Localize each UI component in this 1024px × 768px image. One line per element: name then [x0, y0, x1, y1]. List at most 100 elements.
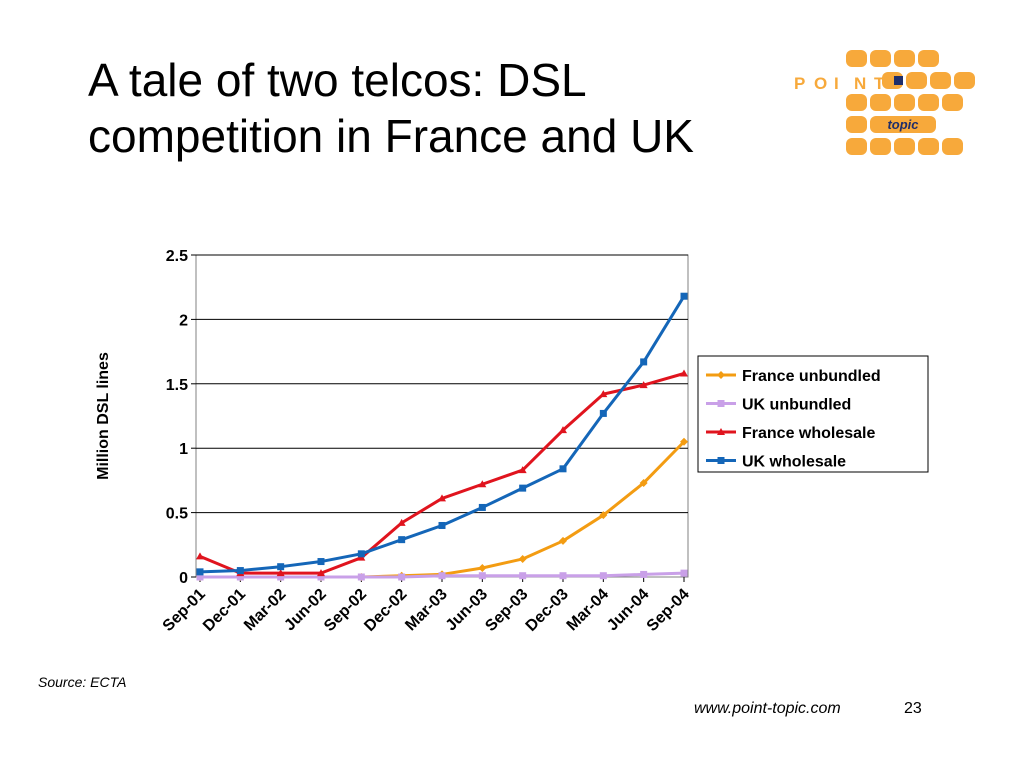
legend-marker: [717, 457, 725, 464]
data-point: [559, 465, 567, 473]
logo-tile: [918, 50, 939, 67]
data-point: [640, 358, 648, 366]
data-point: [276, 569, 285, 577]
x-tick-label: Dec-02: [361, 586, 410, 635]
logo-tile: [846, 50, 867, 67]
data-point: [357, 573, 365, 581]
data-point: [196, 573, 204, 581]
logo-tile: [918, 94, 939, 111]
data-point: [317, 573, 325, 581]
title-line-1: A tale of two telcos: DSL: [88, 54, 587, 106]
x-tick-label: Sep-02: [321, 586, 370, 635]
x-tick-label: Sep-01: [160, 586, 209, 635]
data-point: [599, 511, 608, 520]
legend-label: UK wholesale: [742, 454, 846, 471]
data-point: [639, 478, 648, 487]
source-note: Source: ECTA: [38, 674, 127, 690]
series-france-wholesale: [196, 369, 688, 577]
logo-tile: [846, 138, 867, 155]
data-point: [478, 503, 486, 511]
x-tick-label: Sep-03: [482, 586, 531, 635]
logo-letter: P: [794, 74, 806, 93]
y-axis-label: Million DSL lines: [95, 352, 112, 480]
data-point: [680, 292, 688, 300]
data-point: [559, 426, 567, 434]
logo-tile: [906, 72, 927, 89]
data-point: [438, 494, 446, 502]
logo-letter: N: [854, 74, 867, 93]
data-point: [478, 480, 487, 488]
logo-subtitle: topic: [887, 117, 919, 132]
logo-tile: [942, 138, 963, 155]
y-tick-label: 0: [179, 570, 188, 587]
data-point: [599, 390, 608, 398]
legend-label: France unbundled: [742, 368, 881, 385]
data-point: [317, 558, 325, 566]
logo-tile: [954, 72, 975, 89]
data-point: [519, 484, 527, 492]
y-tick-label: 2.5: [166, 248, 188, 265]
data-point: [438, 572, 446, 580]
legend-marker: [717, 371, 725, 379]
dsl-line-chart: 00.511.522.5Sep-01Dec-01Mar-02Jun-02Sep-…: [95, 248, 929, 635]
data-point: [398, 536, 406, 544]
logo-tile: [846, 94, 867, 111]
legend-label: UK unbundled: [742, 397, 851, 414]
data-point: [438, 521, 446, 529]
data-point: [680, 569, 688, 577]
data-point: [599, 572, 607, 580]
data-point: [478, 563, 487, 572]
logo-tile: [918, 138, 939, 155]
footer-url: www.point-topic.com: [694, 700, 841, 717]
data-point: [640, 570, 648, 578]
data-point: [357, 550, 365, 558]
x-tick-label: Dec-01: [200, 586, 249, 635]
logo-letter: T: [874, 74, 885, 93]
legend-label: France wholesale: [742, 425, 875, 442]
legend-box: [697, 355, 929, 473]
x-tick-label: Mar-04: [564, 586, 613, 635]
x-tick-label: Mar-03: [402, 586, 451, 635]
logo-tile: [930, 72, 951, 89]
logo-dot: [894, 76, 903, 85]
x-tick-label: Jun-04: [604, 586, 653, 635]
logo-letter: O: [814, 74, 828, 93]
x-tick-label: Sep-04: [644, 586, 693, 635]
data-point: [277, 573, 285, 581]
data-point: [196, 568, 204, 576]
logo-tile: [894, 50, 915, 67]
x-tick-label: Mar-02: [241, 586, 290, 635]
logo-tile: [894, 138, 915, 155]
data-point: [680, 369, 688, 377]
page-number: 23: [904, 700, 922, 717]
data-point: [317, 569, 325, 577]
logo-tile: [894, 94, 915, 111]
series-uk-wholesale: [196, 292, 688, 576]
logo-tile: [870, 116, 936, 133]
data-point: [398, 573, 406, 581]
data-point: [478, 572, 486, 580]
data-point: [599, 409, 607, 417]
data-point: [236, 573, 244, 581]
title-line-2: competition in France and UK: [88, 110, 694, 162]
logo-tile: [870, 94, 891, 111]
data-point: [518, 554, 527, 563]
data-point: [559, 572, 567, 580]
legend-marker: [717, 400, 725, 407]
slide-title: A tale of two telcos: DSL competition in…: [88, 52, 768, 164]
data-point: [680, 437, 688, 446]
data-point: [518, 466, 527, 474]
x-tick-label: Dec-03: [523, 586, 572, 635]
logo-letter: I: [834, 74, 840, 93]
y-tick-label: 2: [179, 312, 188, 329]
logo-tile: [870, 138, 891, 155]
legend-marker: [717, 428, 725, 435]
y-tick-label: 1: [179, 441, 188, 458]
x-tick-label: Jun-02: [281, 586, 330, 635]
data-point: [277, 563, 285, 571]
data-point: [639, 381, 648, 389]
x-tick-label: Jun-03: [443, 586, 492, 635]
data-point: [397, 518, 406, 526]
y-tick-label: 0.5: [166, 506, 188, 523]
data-point: [559, 536, 567, 545]
